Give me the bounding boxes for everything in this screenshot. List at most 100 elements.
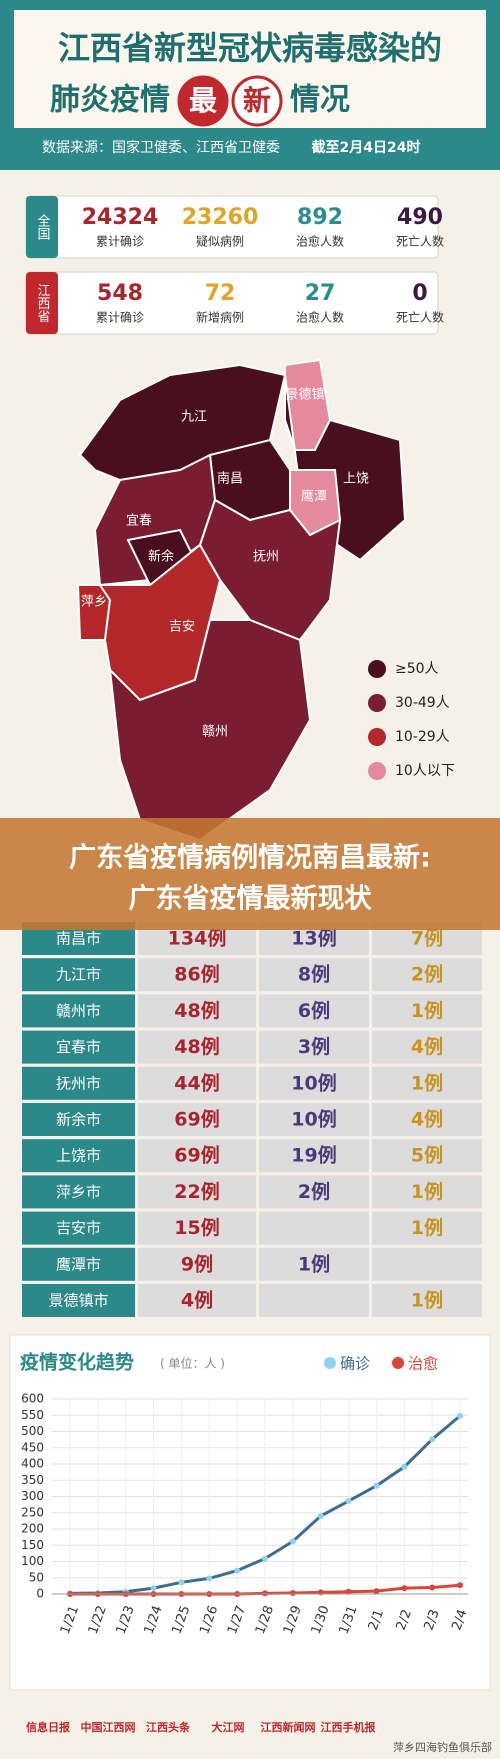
- table-text: 5例: [411, 1144, 443, 1167]
- badge-text: 新: [243, 84, 271, 117]
- data-point: [262, 1590, 268, 1597]
- footer-logo: 中国江西网: [81, 1720, 136, 1734]
- footer-logo: 江西头条: [146, 1720, 191, 1734]
- table-cell: [259, 1139, 369, 1173]
- y-tick-label: 150: [21, 1538, 44, 1552]
- chart-title: 疫情变化趋势: [20, 1351, 134, 1374]
- legend-label: ≥50人: [395, 661, 439, 677]
- map-label: 上饶: [343, 472, 369, 487]
- table-text: 22例: [174, 1180, 219, 1203]
- table-text: 1例: [411, 1071, 443, 1094]
- stat-label: 治愈人数: [296, 234, 344, 249]
- y-tick-label: 0: [36, 1587, 44, 1601]
- badge-text: 最: [189, 84, 217, 117]
- table-text: 宜春市: [56, 1038, 101, 1056]
- table-cell: [138, 1175, 256, 1209]
- x-tick-label: 2/4: [449, 1608, 470, 1633]
- title-line2-end: 情况: [290, 83, 350, 118]
- table-cell: [138, 1139, 256, 1173]
- map-label: 南昌: [217, 471, 243, 487]
- stat-label: 累计确诊: [96, 311, 144, 325]
- data-point: [345, 1588, 352, 1595]
- table-cell: [22, 1175, 135, 1209]
- data-point: [373, 1588, 380, 1595]
- badge-circle: [231, 75, 283, 127]
- stats-label-box: [26, 272, 58, 334]
- map-label: 景德镇: [285, 388, 324, 403]
- stats-region: 全国: [35, 213, 51, 240]
- table-text: 1例: [411, 999, 443, 1022]
- x-tick-label: 2/3: [422, 1608, 443, 1633]
- data-point: [401, 1585, 408, 1592]
- table-text: 南昌市: [56, 930, 101, 948]
- table-text: 上饶市: [56, 1147, 101, 1165]
- stat-value: 72: [205, 281, 236, 306]
- table-text: 19例: [291, 1144, 336, 1167]
- stats-label-box: [26, 196, 58, 258]
- legend-swatch: [368, 762, 386, 780]
- map-region: [108, 619, 312, 842]
- data-point: [150, 1585, 157, 1592]
- y-tick-label: 100: [21, 1554, 44, 1568]
- data-point: [345, 1498, 352, 1505]
- map-label: 赣州: [202, 725, 228, 740]
- table-text: 10例: [291, 1108, 336, 1131]
- footer-logo: 信息日报: [26, 1720, 71, 1734]
- title-line1: 江西省新型冠状病毒感染的: [58, 29, 442, 67]
- table-cell: [372, 1030, 482, 1064]
- stat-label: 累计确诊: [96, 235, 144, 249]
- data-point: [178, 1579, 185, 1586]
- table-cell: [372, 1247, 482, 1281]
- source: 数据来源：国家卫健委、江西省卫健委: [42, 139, 280, 156]
- banner-text: 广东省疫情最新现状: [129, 883, 373, 915]
- footer-logo: 江西手机报: [321, 1720, 377, 1734]
- table-cell: [22, 958, 135, 992]
- table-cell: [372, 958, 482, 992]
- table-text: 4例: [181, 1289, 213, 1312]
- footer-logo: 大江网: [212, 1720, 245, 1734]
- stat-value: 27: [305, 281, 336, 306]
- table-cell: [372, 1066, 482, 1100]
- legend-label: 30-49人: [395, 695, 450, 711]
- table-cell: [259, 1211, 369, 1245]
- table-cell: [138, 1103, 256, 1136]
- table-cell: [259, 1066, 369, 1100]
- table-cell: [22, 1030, 135, 1064]
- table-text: 九江市: [56, 966, 101, 984]
- table-text: 鹰潭市: [56, 1255, 101, 1273]
- map-label: 抚州: [253, 550, 279, 565]
- data-point: [373, 1482, 380, 1489]
- table-text: 2例: [298, 1180, 330, 1203]
- table-text: 3例: [298, 1035, 330, 1058]
- table-text: 吉安市: [56, 1219, 101, 1237]
- table-cell: [138, 1211, 256, 1245]
- table-text: 8例: [298, 963, 330, 986]
- data-point: [457, 1582, 463, 1589]
- table-text: 69例: [174, 1144, 219, 1167]
- table-text: 1例: [411, 1216, 443, 1239]
- y-tick-label: 200: [21, 1522, 44, 1536]
- map-label: 吉安: [169, 620, 195, 635]
- title-line2: 肺炎疫情: [50, 83, 170, 118]
- badge-circle: [177, 75, 229, 127]
- footer-account: 萍乡四海钓鱼俱乐部: [393, 1740, 492, 1754]
- table-text: 69例: [174, 1108, 219, 1131]
- x-tick-label: 2/2: [394, 1608, 415, 1633]
- y-tick-label: 300: [21, 1489, 44, 1503]
- data-point: [206, 1575, 213, 1582]
- footer-logo: 江西新闻网: [261, 1720, 316, 1734]
- y-tick-label: 500: [21, 1424, 44, 1438]
- legend-label: 10人以下: [395, 763, 455, 779]
- stat-value: 548: [97, 281, 143, 306]
- table-cell: [259, 994, 369, 1028]
- table-text: 景德镇市: [48, 1292, 108, 1310]
- stat-label: 疑似病例: [196, 234, 244, 249]
- table-cell: [22, 1103, 135, 1136]
- map-label: 新余: [148, 549, 174, 565]
- table-cell: [22, 1066, 135, 1100]
- y-tick-label: 400: [21, 1457, 44, 1471]
- table-text: 44例: [174, 1071, 219, 1094]
- table-cell: [138, 958, 256, 992]
- table-cell: [259, 1175, 369, 1209]
- table-text: 10例: [291, 1071, 336, 1094]
